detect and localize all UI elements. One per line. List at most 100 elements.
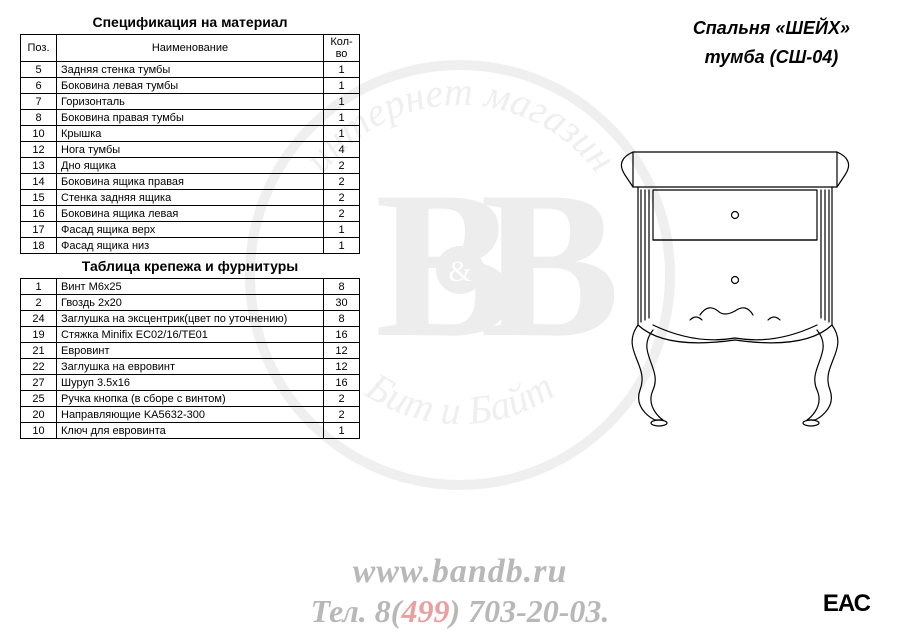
cell-qty: 16 xyxy=(324,375,360,391)
title-line-1: Спальня «ШЕЙХ» xyxy=(693,18,850,39)
cell-name: Стенка задняя ящика xyxy=(57,190,324,206)
cell-pos: 8 xyxy=(21,110,57,126)
cell-qty: 16 xyxy=(324,327,360,343)
table-row: 12Нога тумбы4 xyxy=(21,142,360,158)
table-row: 22Заглушка на евровинт12 xyxy=(21,359,360,375)
cell-pos: 20 xyxy=(21,407,57,423)
cell-pos: 6 xyxy=(21,78,57,94)
cell-qty: 2 xyxy=(324,190,360,206)
cell-qty: 1 xyxy=(324,126,360,142)
cell-pos: 17 xyxy=(21,222,57,238)
table-row: 7Горизонталь1 xyxy=(21,94,360,110)
col-qty: Кол-во xyxy=(324,35,360,62)
cell-pos: 15 xyxy=(21,190,57,206)
cell-qty: 1 xyxy=(324,110,360,126)
cell-qty: 2 xyxy=(324,158,360,174)
hardware-table-title: Таблица крепежа и фурнитуры xyxy=(20,258,360,274)
cell-name: Фасад ящика низ xyxy=(57,238,324,254)
cell-qty: 4 xyxy=(324,142,360,158)
cell-name: Боковина правая тумбы xyxy=(57,110,324,126)
cell-name: Горизонталь xyxy=(57,94,324,110)
cell-qty: 8 xyxy=(324,279,360,295)
cell-name: Задняя стенка тумбы xyxy=(57,62,324,78)
cell-pos: 5 xyxy=(21,62,57,78)
table-row: 2Гвоздь 2х2030 xyxy=(21,295,360,311)
cell-name: Ключ для евровинта xyxy=(57,423,324,439)
cell-qty: 2 xyxy=(324,391,360,407)
cell-qty: 30 xyxy=(324,295,360,311)
table-row: 14Боковина ящика правая2 xyxy=(21,174,360,190)
cell-pos: 22 xyxy=(21,359,57,375)
table-row: 24Заглушка на эксцентрик(цвет по уточнен… xyxy=(21,311,360,327)
svg-text:&: & xyxy=(448,255,471,288)
table-row: 27Шуруп 3.5х1616 xyxy=(21,375,360,391)
cell-name: Гвоздь 2х20 xyxy=(57,295,324,311)
cell-pos: 12 xyxy=(21,142,57,158)
cell-qty: 1 xyxy=(324,94,360,110)
cell-name: Ручка кнопка (в сборе с винтом) xyxy=(57,391,324,407)
cell-name: Винт М6х25 xyxy=(57,279,324,295)
cell-pos: 7 xyxy=(21,94,57,110)
cell-name: Нога тумбы xyxy=(57,142,324,158)
cell-name: Боковина ящика правая xyxy=(57,174,324,190)
cell-pos: 25 xyxy=(21,391,57,407)
cell-name: Фасад ящика верх xyxy=(57,222,324,238)
table-row: 1Винт М6х258 xyxy=(21,279,360,295)
watermark-footer: www.bandb.ru Тел. 8(499) 703-20-03. xyxy=(0,553,920,630)
col-pos: Поз. xyxy=(21,35,57,62)
table-row: 10Ключ для евровинта1 xyxy=(21,423,360,439)
table-row: 18Фасад ящика низ1 xyxy=(21,238,360,254)
spec-tables: Спецификация на материал Поз. Наименован… xyxy=(20,10,360,439)
table-row: 10Крышка1 xyxy=(21,126,360,142)
col-name: Наименование xyxy=(57,35,324,62)
cell-pos: 13 xyxy=(21,158,57,174)
watermark-phone: Тел. 8(499) 703-20-03. xyxy=(0,593,920,630)
materials-table-title: Спецификация на материал xyxy=(20,14,360,30)
table-row: 21Евровинт12 xyxy=(21,343,360,359)
table-row: 5Задняя стенка тумбы1 xyxy=(21,62,360,78)
materials-table: Поз. Наименование Кол-во 5Задняя стенка … xyxy=(20,34,360,254)
cell-pos: 10 xyxy=(21,423,57,439)
cell-qty: 8 xyxy=(324,311,360,327)
cell-name: Дно ящика xyxy=(57,158,324,174)
cell-qty: 2 xyxy=(324,206,360,222)
svg-text:B: B xyxy=(375,149,515,381)
cell-name: Евровинт xyxy=(57,343,324,359)
cell-pos: 18 xyxy=(21,238,57,254)
cell-name: Боковина левая тумбы xyxy=(57,78,324,94)
cell-qty: 1 xyxy=(324,78,360,94)
eac-mark: ЕАС xyxy=(823,590,870,618)
cell-name: Направляющие KA5632-300 xyxy=(57,407,324,423)
cell-pos: 16 xyxy=(21,206,57,222)
cell-qty: 2 xyxy=(324,407,360,423)
table-row: 17Фасад ящика верх1 xyxy=(21,222,360,238)
table-row: 6Боковина левая тумбы1 xyxy=(21,78,360,94)
cell-name: Заглушка на евровинт xyxy=(57,359,324,375)
hardware-table: 1Винт М6х2582Гвоздь 2х203024Заглушка на … xyxy=(20,278,360,439)
cell-pos: 21 xyxy=(21,343,57,359)
cell-qty: 12 xyxy=(324,359,360,375)
title-line-2: тумба (СШ-04) xyxy=(693,47,850,68)
cell-pos: 2 xyxy=(21,295,57,311)
svg-text:B: B xyxy=(480,149,620,381)
cell-qty: 1 xyxy=(324,238,360,254)
table-row: 8Боковина правая тумбы1 xyxy=(21,110,360,126)
cell-name: Стяжка Minifix EC02/16/TE01 xyxy=(57,327,324,343)
cell-name: Шуруп 3.5х16 xyxy=(57,375,324,391)
table-row: 13Дно ящика2 xyxy=(21,158,360,174)
table-row: 16Боковина ящика левая2 xyxy=(21,206,360,222)
cell-qty: 1 xyxy=(324,423,360,439)
cell-qty: 1 xyxy=(324,62,360,78)
cell-qty: 2 xyxy=(324,174,360,190)
table-row: 19Стяжка Minifix EC02/16/TE0116 xyxy=(21,327,360,343)
cell-pos: 14 xyxy=(21,174,57,190)
cell-qty: 1 xyxy=(324,222,360,238)
cell-pos: 24 xyxy=(21,311,57,327)
table-row: 25Ручка кнопка (в сборе с винтом)2 xyxy=(21,391,360,407)
cell-pos: 19 xyxy=(21,327,57,343)
cell-pos: 10 xyxy=(21,126,57,142)
table-row: 20Направляющие KA5632-3002 xyxy=(21,407,360,423)
svg-text:Бит и Байт: Бит и Байт xyxy=(358,363,561,433)
cell-pos: 27 xyxy=(21,375,57,391)
cell-name: Заглушка на эксцентрик(цвет по уточнению… xyxy=(57,311,324,327)
